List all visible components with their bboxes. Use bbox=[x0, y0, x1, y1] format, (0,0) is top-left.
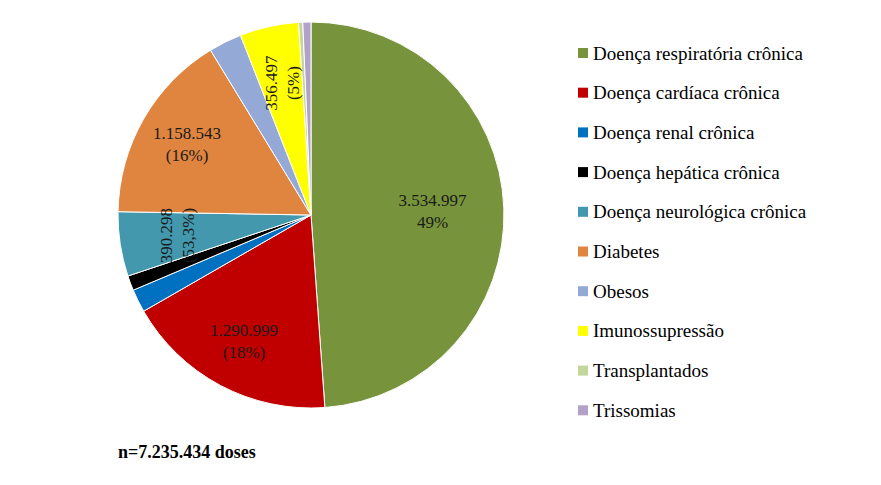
data-label-text: 1.158.543 bbox=[153, 124, 221, 143]
pie-slice bbox=[118, 212, 311, 276]
legend-swatch bbox=[578, 48, 588, 58]
legend-swatch bbox=[578, 127, 588, 137]
legend-label: Doença neurológica crônica bbox=[593, 201, 807, 222]
legend-swatch bbox=[578, 366, 588, 376]
legend-label: Doença hepática crônica bbox=[593, 162, 780, 183]
legend-label: Doença renal crônica bbox=[593, 122, 755, 143]
data-label-text: 3.534.997 bbox=[399, 191, 468, 210]
data-label: 3.534.997 49% bbox=[399, 191, 468, 232]
legend: Doença respiratória crônica Doença cardía… bbox=[578, 43, 807, 421]
data-label-text: (16%) bbox=[166, 146, 208, 165]
data-label: 1.158.543 (16%) bbox=[153, 124, 221, 165]
data-label-text: 390.298 bbox=[157, 208, 176, 263]
legend-label: Transplantados bbox=[593, 360, 708, 381]
legend-swatch bbox=[578, 88, 588, 98]
pie-slice bbox=[303, 22, 311, 215]
chart: 3.534.997 49% 1.290.999 (18%) 390.298(53,3%)… bbox=[0, 0, 881, 485]
legend-swatch bbox=[578, 207, 588, 217]
data-label-text: 356.497 bbox=[262, 55, 281, 111]
annotation: n=7.235.434 doses bbox=[118, 442, 256, 462]
slices bbox=[118, 22, 504, 408]
data-label-text: (5%) bbox=[284, 66, 303, 100]
legend-label: Diabetes bbox=[593, 241, 659, 262]
pie-slice bbox=[241, 22, 312, 215]
data-label: 390.298(53,3%) bbox=[157, 208, 198, 263]
data-label-text: 49% bbox=[417, 213, 448, 232]
pie-slice bbox=[299, 22, 311, 215]
legend-label: Doença cardíaca crônica bbox=[593, 82, 780, 103]
data-label-text: (18%) bbox=[223, 343, 265, 362]
data-label-text: 1.290.999 bbox=[210, 321, 278, 340]
legend-swatch bbox=[578, 326, 588, 336]
pie-slice bbox=[311, 22, 504, 408]
legend-swatch bbox=[578, 167, 588, 177]
legend-label: Imunossupressão bbox=[593, 320, 724, 341]
data-labels: 3.534.997 49% 1.290.999 (18%) 390.298(53,3%)… bbox=[153, 55, 467, 362]
legend-swatch bbox=[578, 286, 588, 296]
data-label-text: (53,3%) bbox=[179, 208, 198, 263]
legend-label: Doença respiratória crônica bbox=[593, 43, 804, 64]
data-label: 356.497(5%) bbox=[262, 55, 303, 111]
legend-label: Obesos bbox=[593, 281, 649, 302]
legend-swatch bbox=[578, 405, 588, 415]
data-label: 1.290.999 (18%) bbox=[210, 321, 278, 362]
legend-swatch bbox=[578, 247, 588, 257]
legend-label: Trissomias bbox=[593, 400, 676, 421]
